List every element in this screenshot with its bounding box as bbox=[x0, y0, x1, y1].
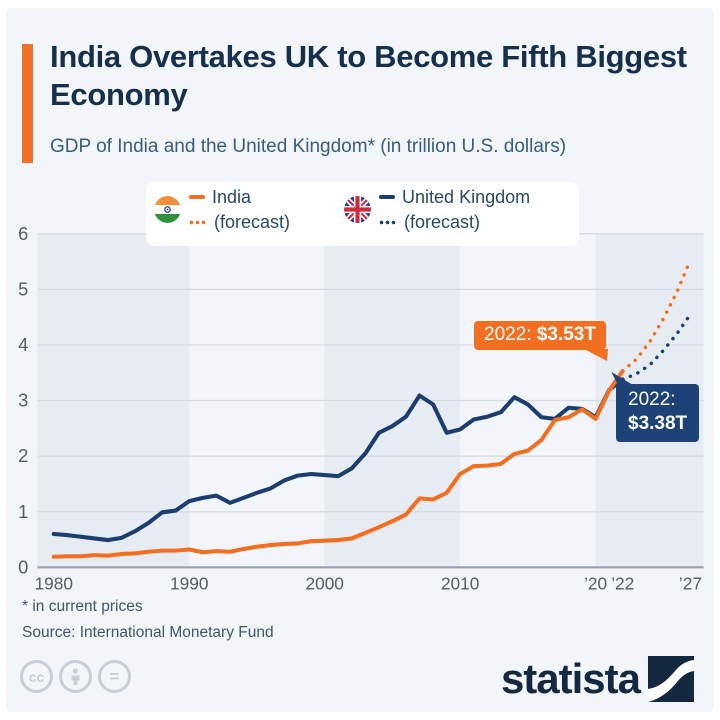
attribution-icon[interactable] bbox=[59, 660, 92, 693]
license-icons[interactable]: cc = bbox=[20, 660, 131, 693]
uk-forecast-dotted-swatch bbox=[379, 219, 398, 225]
uk-callout-value: $3.38T bbox=[628, 413, 688, 434]
uk-2022-callout: 2022: $3.38T bbox=[611, 372, 700, 442]
india-2022-callout: 2022: $3.53T bbox=[474, 321, 608, 361]
x-tick-label-1980: 1980 bbox=[35, 574, 73, 594]
x-tick-label-2027: ’27 bbox=[679, 574, 702, 594]
y-tick-label-5: 5 bbox=[18, 278, 28, 299]
footnotes: * in current prices Source: Internationa… bbox=[22, 594, 274, 646]
y-tick-label-6: 6 bbox=[18, 223, 28, 244]
footnote-current-prices: * in current prices bbox=[22, 598, 143, 615]
statista-logo[interactable]: statista bbox=[501, 655, 694, 703]
x-tick-label-2010: 2010 bbox=[441, 574, 479, 594]
legend-item-uk: United Kingdom (forecast) bbox=[344, 186, 530, 233]
y-tick-label-1: 1 bbox=[18, 501, 28, 522]
india-legend-label: India bbox=[212, 186, 252, 207]
y-tick-label-4: 4 bbox=[18, 334, 28, 355]
india-callout-value: $3.53T bbox=[536, 324, 596, 345]
legend-item-india: India (forecast) bbox=[154, 186, 290, 233]
uk-flag-icon bbox=[344, 196, 372, 223]
title-accent-bar bbox=[22, 44, 33, 163]
india-flag-icon bbox=[154, 196, 181, 223]
uk-legend-label: United Kingdom bbox=[402, 186, 531, 207]
cc-icon[interactable]: cc bbox=[20, 660, 53, 693]
statista-wordmark: statista bbox=[500, 655, 641, 702]
uk-forecast-label: (forecast) bbox=[404, 211, 481, 232]
x-tick-label-2022: ’22 bbox=[611, 574, 634, 594]
no-derivatives-icon[interactable]: = bbox=[98, 660, 131, 693]
page-title: India Overtakes UK to Become Fifth Bigge… bbox=[50, 39, 687, 112]
united-kingdom-forecast--line bbox=[620, 312, 693, 382]
uk-callout-year: 2022: bbox=[628, 389, 676, 410]
x-tick-label-2020: ’20 bbox=[584, 574, 607, 594]
india-forecast-label: (forecast) bbox=[214, 211, 291, 232]
y-tick-label-3: 3 bbox=[18, 390, 28, 411]
y-tick-label-2: 2 bbox=[18, 445, 28, 466]
india-forecast--line bbox=[620, 258, 693, 373]
x-tick-label-1990: 1990 bbox=[170, 574, 208, 594]
india-callout-year: 2022: bbox=[484, 324, 532, 345]
statista-logo-mark bbox=[648, 656, 694, 702]
india-solid-line-swatch bbox=[189, 195, 205, 199]
india-line bbox=[51, 369, 625, 559]
person-glyph bbox=[71, 668, 80, 685]
infographic-card: India Overtakes UK to Become Fifth Bigge… bbox=[6, 8, 714, 712]
chart-legend: India (forecast) bbox=[154, 186, 530, 233]
chart-subtitle: GDP of India and the United Kingdom* (in… bbox=[50, 136, 567, 157]
source-line: Source: International Monetary Fund bbox=[22, 624, 274, 641]
uk-solid-line-swatch bbox=[379, 195, 396, 199]
y-tick-label-0: 0 bbox=[18, 556, 28, 577]
united-kingdom-line bbox=[51, 377, 625, 543]
x-tick-label-2000: 2000 bbox=[306, 574, 344, 594]
india-forecast-dotted-swatch bbox=[189, 219, 207, 225]
